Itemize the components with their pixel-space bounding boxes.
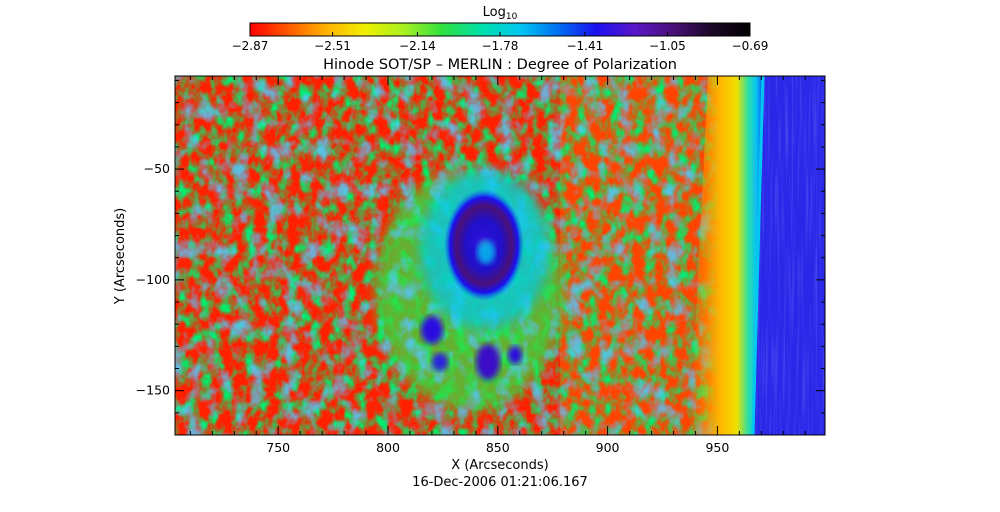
colorbar-tick-label: −0.69 bbox=[732, 39, 769, 53]
pore-4 bbox=[508, 346, 522, 364]
y-tick-label: −150 bbox=[136, 383, 170, 398]
colorbar-label: Log10 bbox=[483, 5, 518, 22]
colorbar-tick-label: −2.14 bbox=[399, 39, 436, 53]
y-axis-label: Y (Arcseconds) bbox=[113, 208, 128, 305]
colorbar-tick-label: −2.51 bbox=[314, 39, 351, 53]
colorbar-tick-label: −1.78 bbox=[482, 39, 519, 53]
off-limb-texture bbox=[752, 76, 825, 435]
limb-edge-line bbox=[751, 76, 765, 435]
y-tick-label: −100 bbox=[136, 272, 170, 287]
x-tick-label: 950 bbox=[705, 440, 729, 455]
x-tick-label: 800 bbox=[376, 440, 400, 455]
x-tick-label: 850 bbox=[486, 440, 510, 455]
y-axis: −150 −100 −50 bbox=[136, 79, 825, 436]
observation-timestamp: 16-Dec-2006 01:21:06.167 bbox=[412, 475, 588, 490]
x-tick-label: 750 bbox=[266, 440, 290, 455]
colorbar-tick-label: −1.05 bbox=[649, 39, 686, 53]
umbra-core bbox=[477, 240, 495, 264]
heatmap-image bbox=[175, 76, 825, 435]
colorbar-label-subscript: 10 bbox=[506, 12, 518, 22]
colorbar-ticks: −2.87 −2.51 −2.14 −1.78 −1.41 −1.05 −0.69 bbox=[232, 32, 769, 53]
pore-1 bbox=[421, 316, 443, 344]
colorbar: Log10 −2.87 −2.51 −2.14 −1.78 −1.41 −1.05 −0.6… bbox=[232, 5, 769, 53]
pore-3 bbox=[432, 353, 448, 371]
colorbar-tick-label: −2.87 bbox=[232, 39, 269, 53]
chart-title: Hinode SOT/SP – MERLIN : Degree of Polar… bbox=[323, 57, 677, 73]
pore-2 bbox=[476, 344, 500, 380]
x-axis: 750 800 850 900 950 bbox=[189, 76, 806, 455]
x-axis-label: X (Arcseconds) bbox=[451, 458, 548, 473]
plot-frame bbox=[174, 75, 826, 436]
x-tick-label: 900 bbox=[596, 440, 620, 455]
colorbar-label-base: Log bbox=[483, 5, 506, 20]
y-tick-label: −50 bbox=[144, 161, 170, 176]
colorbar-tick-label: −1.41 bbox=[566, 39, 603, 53]
limb-gradient bbox=[690, 76, 775, 435]
